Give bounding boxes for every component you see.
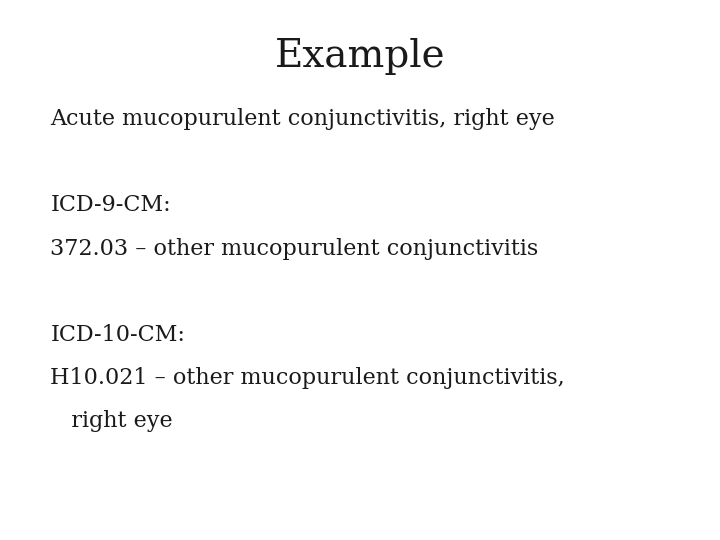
Text: H10.021 – other mucopurulent conjunctivitis,: H10.021 – other mucopurulent conjunctivi… — [50, 367, 565, 389]
Text: ICD-9-CM:: ICD-9-CM: — [50, 194, 171, 217]
Text: Acute mucopurulent conjunctivitis, right eye: Acute mucopurulent conjunctivitis, right… — [50, 108, 555, 130]
Text: right eye: right eye — [50, 410, 173, 433]
Text: ICD-10-CM:: ICD-10-CM: — [50, 324, 185, 346]
Text: Example: Example — [275, 38, 445, 75]
Text: 372.03 – other mucopurulent conjunctivitis: 372.03 – other mucopurulent conjunctivit… — [50, 238, 539, 260]
